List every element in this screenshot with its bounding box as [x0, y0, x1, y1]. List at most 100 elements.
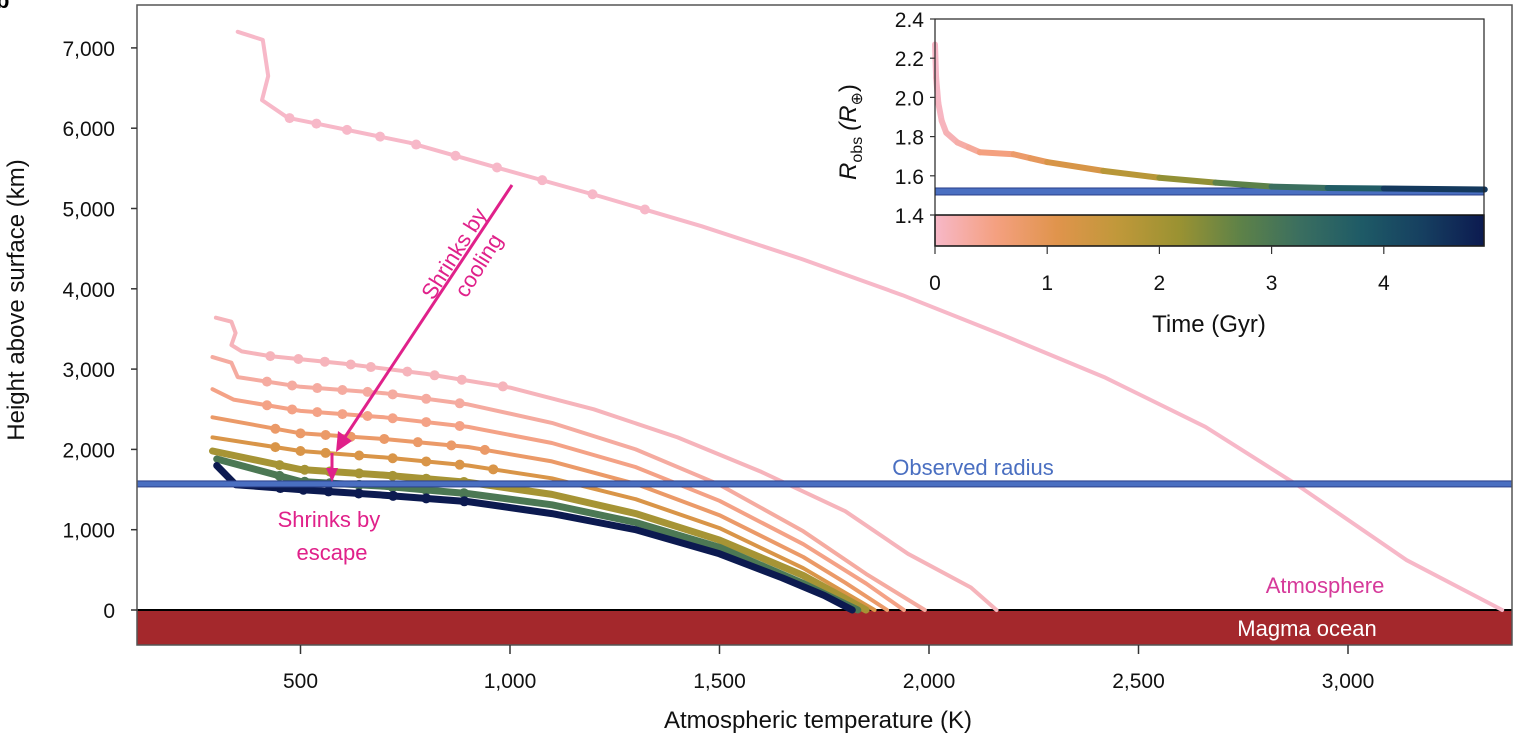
shrinks-by-escape-label: Shrinks by escape [278, 507, 387, 565]
inset-y-tick-label: 2.0 [895, 87, 924, 110]
profile-marker [287, 404, 298, 415]
inset-y-tick-label: 1.8 [895, 127, 924, 150]
inset-x-tick-label: 0 [929, 272, 941, 295]
profile-marker [456, 374, 467, 385]
profile-marker [270, 423, 281, 434]
profile-marker [353, 488, 364, 499]
profile-marker [479, 444, 490, 455]
inset-plot: 1.4 1.6 1.8 2.0 2.2 2.4 0 1 2 3 4 Time (Gyr) Robs… [835, 9, 1488, 338]
y-tick-label: 0 [103, 600, 115, 623]
profile-marker [537, 175, 548, 186]
ylabel-earth: ⊕ [849, 92, 866, 105]
atmosphere-profile-line [210, 355, 927, 612]
escape-line-2: escape [297, 540, 368, 565]
profile-marker [492, 162, 503, 173]
radius-segment [1268, 183, 1331, 191]
ylabel-unit: (R [835, 105, 862, 130]
profile-marker [402, 366, 413, 377]
profile-marker [639, 204, 650, 215]
plot-frame [136, 4, 1513, 646]
ylabel-r: R [835, 163, 862, 180]
inset-y-tick-label: 1.4 [895, 205, 925, 228]
profile-marker [454, 459, 465, 470]
shrinks-by-cooling-label: Shrinks by cooling [416, 198, 518, 318]
x-tick-label: 2,000 [903, 670, 956, 693]
y-tick-label: 4,000 [62, 279, 115, 302]
inset-frame [934, 18, 1485, 247]
inset-y-ticks: 1.4 1.6 1.8 2.0 2.2 2.4 [895, 9, 935, 228]
inset-x-tick-label: 4 [1378, 272, 1390, 295]
radius-segment [1380, 185, 1488, 193]
profile-marker [274, 470, 285, 481]
y-tick-label: 7,000 [62, 38, 115, 61]
profile-marker [387, 453, 398, 464]
profile-marker [362, 410, 373, 421]
profile-marker [342, 124, 353, 135]
profile-marker [265, 351, 276, 362]
profile-marker [362, 386, 373, 397]
profile-marker [287, 380, 298, 391]
profile-marker [497, 381, 508, 392]
profile-marker [293, 354, 304, 365]
x-tick-label: 1,000 [484, 670, 537, 693]
profile-marker [379, 433, 390, 444]
profile-marker [459, 496, 470, 507]
profile-marker [488, 464, 499, 475]
profile-marker [312, 383, 323, 394]
profile-marker [320, 430, 331, 441]
profile-marker [421, 417, 432, 428]
profile-marker [337, 409, 348, 420]
profile-marker [354, 468, 365, 479]
ylabel-close: ) [835, 84, 862, 92]
y-tick-label: 3,000 [62, 359, 115, 382]
radius-segment [976, 149, 1017, 158]
annotation-arrows [326, 184, 514, 482]
radius-segment [1324, 184, 1387, 192]
profile-marker [295, 428, 306, 439]
profile-marker [299, 464, 310, 475]
magma-ocean-band [137, 610, 1512, 645]
profile-marker [274, 460, 285, 471]
panel-label: b [0, 0, 9, 13]
inset-x-tick-label: 3 [1266, 272, 1278, 295]
profile-marker [323, 486, 334, 497]
escape-line-1: Shrinks by [278, 507, 381, 532]
profile-marker [446, 440, 457, 451]
magma-ocean-label: Magma ocean [1237, 616, 1376, 641]
inset-background [935, 19, 1484, 246]
inset-x-tick-label: 2 [1154, 272, 1166, 295]
x-axis-ticks: 500 1,000 1,500 2,000 2,500 3,000 [283, 645, 1374, 693]
profile-marker [312, 407, 323, 418]
radius-segment [1212, 179, 1275, 190]
atmosphere-profile-line [210, 387, 906, 612]
profile-marker [454, 398, 465, 409]
x-tick-label: 1,500 [693, 670, 746, 693]
ylabel-sub: obs [849, 137, 866, 163]
profile-marker [421, 484, 432, 495]
profile-marker [311, 118, 322, 129]
cooling-arrow-shaft [341, 184, 514, 441]
profile-marker [458, 488, 469, 499]
radius-segment [1100, 167, 1163, 181]
profile-marker [387, 470, 398, 481]
profile-marker [421, 493, 432, 504]
y-axis-ticks: 0 1,000 2,000 3,000 4,000 5,000 6,000 7,000 [62, 38, 137, 623]
y-tick-label: 1,000 [62, 520, 115, 543]
profile-marker [295, 446, 306, 457]
radius-segment [1044, 159, 1107, 174]
main-plot: 0 1,000 2,000 3,000 4,000 5,000 6,000 7,000 500… [3, 4, 1513, 734]
x-tick-label: 3,000 [1322, 670, 1375, 693]
radius-segment [933, 74, 942, 107]
inset-y-tick-label: 2.4 [895, 9, 925, 32]
profile-marker [320, 447, 331, 458]
inset-y-tick-label: 2.2 [895, 48, 924, 71]
profile-marker [450, 150, 461, 161]
profile-marker [375, 131, 386, 142]
profile-marker [387, 413, 398, 424]
y-tick-label: 2,000 [62, 439, 115, 462]
profile-marker [421, 456, 432, 467]
atmosphere-label: Atmosphere [1266, 573, 1385, 598]
atmosphere-profile-line [235, 29, 1505, 612]
profile-marker [387, 389, 398, 400]
time-colorbar [934, 214, 1485, 247]
